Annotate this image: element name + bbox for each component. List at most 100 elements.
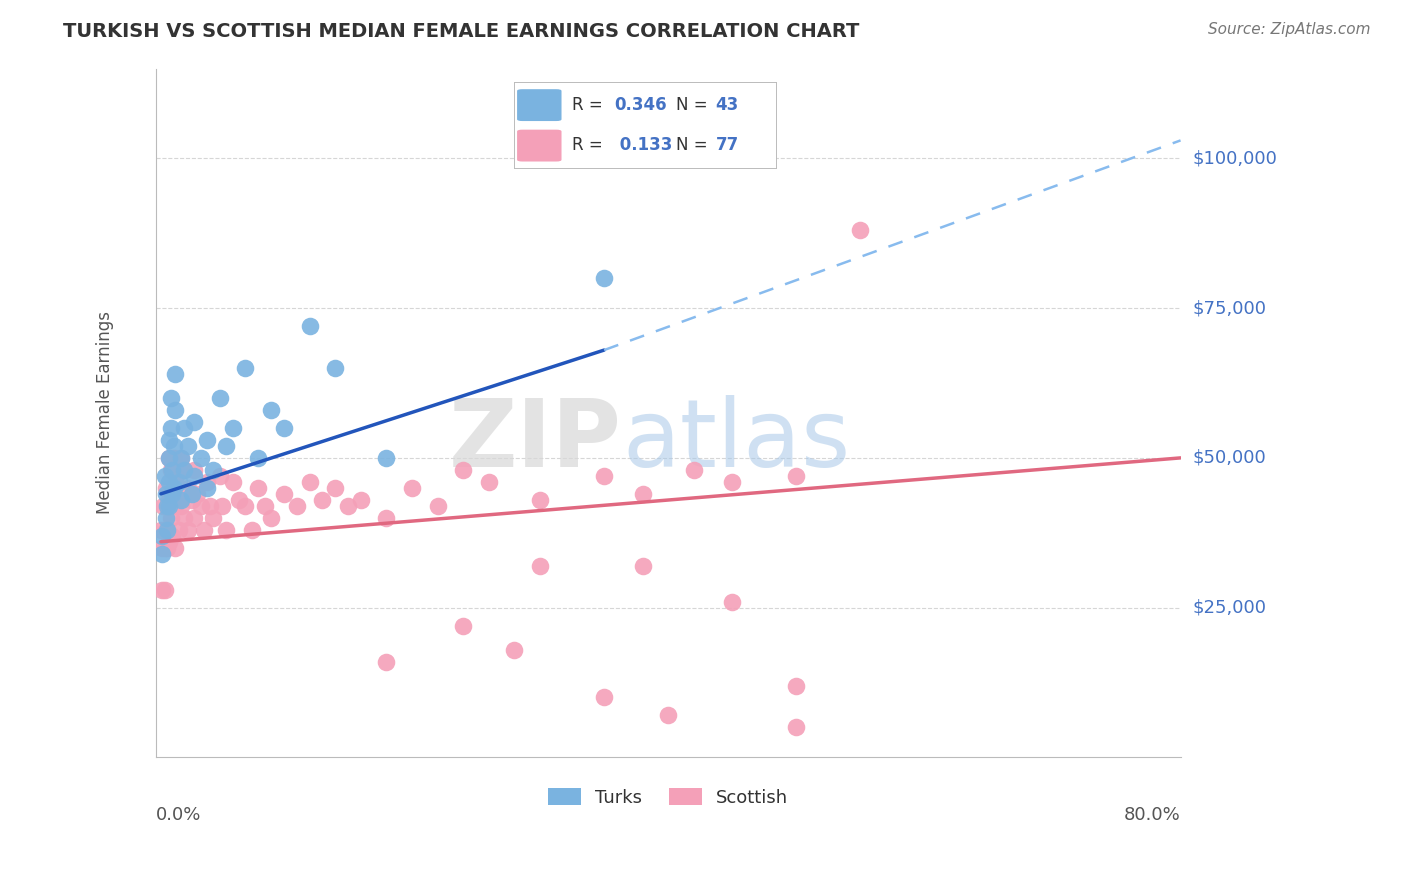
- Point: [156, 541, 179, 555]
- Point: [163, 439, 186, 453]
- Point: [150, 547, 173, 561]
- Point: [240, 523, 263, 537]
- Point: [155, 481, 177, 495]
- Point: [173, 463, 195, 477]
- Point: [208, 391, 231, 405]
- Point: [170, 492, 193, 507]
- Point: [157, 534, 180, 549]
- Point: [153, 582, 176, 597]
- Point: [193, 523, 215, 537]
- Point: [350, 492, 373, 507]
- Point: [529, 558, 551, 573]
- Point: [849, 223, 872, 237]
- Point: [593, 271, 616, 285]
- Point: [208, 468, 231, 483]
- Point: [177, 523, 200, 537]
- Point: [162, 463, 184, 477]
- Point: [155, 487, 177, 501]
- Point: [167, 492, 190, 507]
- Point: [155, 510, 177, 524]
- Point: [150, 541, 173, 555]
- Point: [215, 523, 238, 537]
- Text: TURKISH VS SCOTTISH MEDIAN FEMALE EARNINGS CORRELATION CHART: TURKISH VS SCOTTISH MEDIAN FEMALE EARNIN…: [63, 22, 859, 41]
- Point: [260, 403, 283, 417]
- Point: [215, 439, 238, 453]
- Point: [721, 475, 744, 489]
- Point: [228, 492, 250, 507]
- Point: [160, 421, 183, 435]
- Point: [163, 367, 186, 381]
- Point: [157, 450, 180, 465]
- Point: [183, 510, 205, 524]
- Point: [235, 499, 257, 513]
- Point: [186, 487, 208, 501]
- Point: [163, 481, 186, 495]
- Point: [311, 492, 333, 507]
- Point: [657, 708, 679, 723]
- Point: [173, 421, 195, 435]
- Text: Median Female Earnings: Median Female Earnings: [96, 311, 114, 515]
- Point: [426, 499, 449, 513]
- Point: [157, 450, 180, 465]
- Point: [183, 463, 205, 477]
- Point: [153, 468, 176, 483]
- Point: [180, 492, 202, 507]
- Point: [785, 468, 807, 483]
- Point: [785, 721, 807, 735]
- Point: [160, 463, 183, 477]
- Point: [401, 481, 423, 495]
- Point: [785, 679, 807, 693]
- Text: 80.0%: 80.0%: [1123, 805, 1181, 823]
- Point: [157, 433, 180, 447]
- Point: [183, 468, 205, 483]
- Point: [173, 510, 195, 524]
- Point: [162, 487, 184, 501]
- Point: [593, 690, 616, 705]
- Point: [298, 319, 321, 334]
- Point: [183, 415, 205, 429]
- Point: [156, 499, 179, 513]
- Point: [150, 529, 173, 543]
- Point: [235, 361, 257, 376]
- Text: Source: ZipAtlas.com: Source: ZipAtlas.com: [1208, 22, 1371, 37]
- Text: $100,000: $100,000: [1192, 149, 1278, 168]
- Point: [150, 582, 173, 597]
- Point: [273, 487, 295, 501]
- Point: [195, 433, 218, 447]
- Point: [260, 510, 283, 524]
- Point: [165, 468, 187, 483]
- Point: [180, 487, 202, 501]
- Point: [157, 499, 180, 513]
- Point: [163, 450, 186, 465]
- Point: [593, 468, 616, 483]
- Point: [721, 595, 744, 609]
- Point: [177, 481, 200, 495]
- Point: [682, 463, 704, 477]
- Point: [155, 523, 177, 537]
- Point: [160, 510, 183, 524]
- Point: [323, 361, 346, 376]
- Point: [451, 618, 474, 632]
- Point: [190, 499, 212, 513]
- Point: [170, 450, 193, 465]
- Point: [198, 499, 221, 513]
- Text: $75,000: $75,000: [1192, 299, 1267, 318]
- Point: [190, 450, 212, 465]
- Point: [247, 481, 270, 495]
- Point: [202, 510, 225, 524]
- Point: [195, 481, 218, 495]
- Point: [298, 475, 321, 489]
- Text: $25,000: $25,000: [1192, 599, 1267, 616]
- Point: [221, 421, 243, 435]
- Point: [375, 450, 398, 465]
- Text: ZIP: ZIP: [449, 394, 621, 486]
- Legend: Turks, Scottish: Turks, Scottish: [541, 780, 796, 814]
- Point: [451, 463, 474, 477]
- Point: [167, 475, 190, 489]
- Point: [503, 642, 526, 657]
- Point: [631, 487, 654, 501]
- Point: [173, 463, 195, 477]
- Point: [336, 499, 359, 513]
- Point: [375, 655, 398, 669]
- Text: 0.0%: 0.0%: [156, 805, 201, 823]
